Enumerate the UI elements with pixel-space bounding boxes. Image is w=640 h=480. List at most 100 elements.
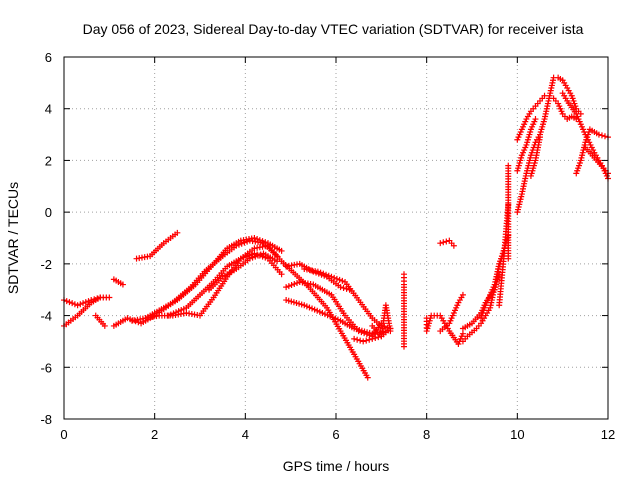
data-point [387,328,394,335]
data-point [459,330,466,337]
x-tick-label: 10 [510,427,524,442]
data-point [74,302,81,309]
data-point [541,92,548,99]
data-point [450,242,457,249]
interpolated-point [363,337,370,344]
data-point [505,255,512,262]
interpolated-point [317,269,324,276]
interpolated-point [259,238,266,245]
data-point [237,255,244,262]
data-point [106,294,113,301]
data-points [61,74,611,381]
interpolated-point [254,236,261,243]
interpolated-point [80,300,87,307]
series-track-j [206,250,281,293]
series-track-s [437,291,466,335]
y-tick-label: -2 [40,257,52,272]
interpolated-point [252,253,259,260]
series-track-ab [514,116,539,174]
interpolated-point [85,298,92,305]
y-tick-label: -4 [40,309,52,324]
interpolated-point [354,336,361,343]
data-point [351,335,358,342]
interpolated-point [320,270,327,277]
y-tick-label: 4 [45,102,52,117]
y-tick-label: 0 [45,205,52,220]
x-tick-label: 8 [423,427,430,442]
series-track-y [505,162,512,262]
data-point [283,284,290,291]
y-tick-label: 6 [45,50,52,65]
interpolated-point [63,298,70,305]
data-point [369,335,376,342]
series-track-f [129,235,285,324]
data-point [328,273,335,280]
x-tick-label: 0 [60,427,67,442]
interpolated-point [331,274,338,281]
y-tick-labels: -8 -6 -4 -2 0 2 4 6 [40,50,52,427]
interpolated-point [325,272,332,279]
interpolated-point [91,296,98,303]
data-point [314,268,321,275]
interpolated-point [357,337,364,344]
interpolated-point [82,299,89,306]
x-tick-label: 6 [332,427,339,442]
interpolated-point [440,239,447,246]
data-point [595,131,602,138]
series-track-n [301,266,394,332]
series-track-g [133,229,181,262]
interpolated-point [375,334,382,341]
interpolated-point [66,299,73,306]
y-tick-label: 2 [45,153,52,168]
interpolated-point [255,252,262,259]
interpolated-point [323,271,330,278]
y-axis-label: SDTVAR / TECUs [5,182,21,294]
series-track-q [401,271,407,350]
data-point [251,235,258,241]
series-track-i [165,250,285,319]
data-point [101,322,108,329]
data-point [119,281,126,288]
data-point [251,250,258,257]
y-tick-label: -8 [40,412,52,427]
series-track-t [437,237,457,249]
grid-lines [64,57,608,419]
interpolated-point [366,336,373,343]
interpolated-point [340,284,347,291]
interpolated-point [285,283,292,290]
series-track-ac [527,134,543,179]
interpolated-point [248,251,255,258]
x-tick-label: 4 [242,427,249,442]
chart-title: Day 056 of 2023, Sidereal Day-to-day VTE… [83,21,584,37]
interpolated-point [249,254,256,261]
series-track-x [496,201,512,309]
interpolated-point [291,281,298,288]
interpolated-point [243,253,250,260]
data-point [437,240,444,247]
data-point [97,294,104,301]
series-track-p [369,302,394,340]
data-point [360,338,367,345]
series-track-aa [514,92,548,143]
data-point [246,255,253,262]
data-point [337,284,344,291]
data-point [532,116,539,123]
y-tick-label: -6 [40,360,52,375]
data-point [88,297,95,304]
interpolated-point [443,238,450,245]
series-track-c [92,312,108,329]
interpolated-point [71,301,78,308]
interpolated-point [94,295,101,302]
interpolated-point [245,252,252,259]
x-tick-label: 12 [601,427,615,442]
x-tick-label: 2 [151,427,158,442]
data-point [364,374,371,381]
x-tick-labels: 0 2 4 6 8 10 12 [60,427,615,442]
data-point [459,291,466,298]
interpolated-point [77,301,84,308]
interpolated-point [294,279,301,286]
interpolated-point [240,254,247,261]
interpolated-point [333,275,340,282]
